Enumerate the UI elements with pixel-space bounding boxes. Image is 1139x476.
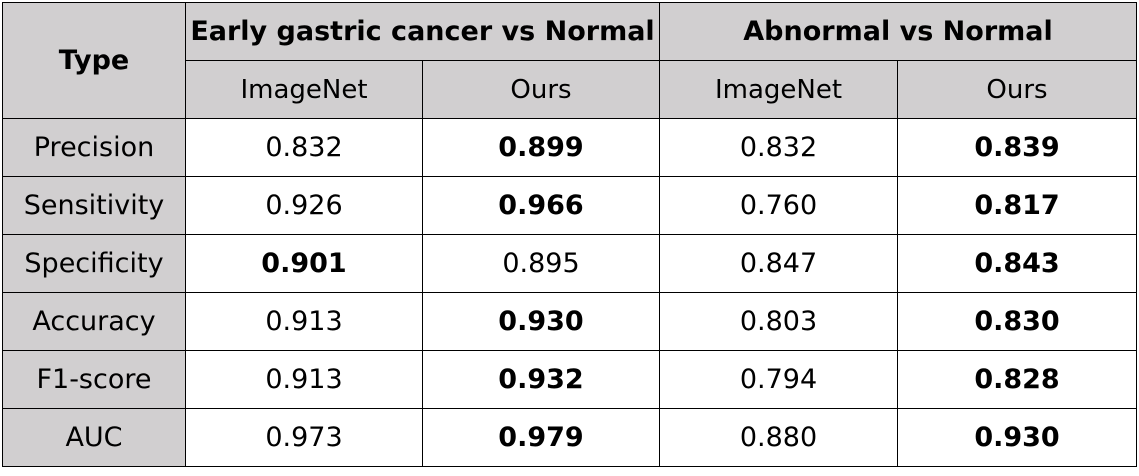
- value-cell: 0.899: [421, 118, 661, 177]
- row-label: AUC: [2, 408, 186, 467]
- row-label: Specificity: [2, 234, 186, 293]
- row-label: Precision: [2, 118, 186, 177]
- value-cell: 0.895: [421, 234, 661, 293]
- value-cell: 0.832: [659, 118, 899, 177]
- results-table: Type Early gastric cancer vs Normal Abno…: [2, 2, 1138, 467]
- header-row-models: ImageNet Ours ImageNet Ours: [3, 60, 1138, 119]
- table-row: Sensitivity 0.926 0.966 0.760 0.817: [2, 176, 1138, 235]
- group-header-early-gastric-cancer: Early gastric cancer vs Normal: [184, 2, 661, 61]
- group-header-abnormal: Abnormal vs Normal: [659, 2, 1138, 61]
- type-header: Type: [2, 2, 186, 119]
- subheader-ours: Ours: [421, 60, 661, 119]
- value-cell: 0.828: [897, 350, 1138, 409]
- row-label: Accuracy: [2, 292, 186, 351]
- value-cell: 0.880: [659, 408, 899, 467]
- value-cell: 0.901: [185, 234, 423, 293]
- value-cell: 0.913: [185, 350, 423, 409]
- subheader-imagenet: ImageNet: [659, 60, 899, 119]
- value-cell: 0.930: [421, 292, 661, 351]
- value-cell: 0.930: [897, 408, 1138, 467]
- value-cell: 0.847: [659, 234, 899, 293]
- subheader-ours: Ours: [897, 60, 1138, 119]
- table-row: Accuracy 0.913 0.930 0.803 0.830: [2, 292, 1138, 351]
- table-row: AUC 0.973 0.979 0.880 0.930: [2, 408, 1138, 467]
- row-label: F1-score: [2, 350, 186, 409]
- value-cell: 0.832: [185, 118, 423, 177]
- value-cell: 0.932: [421, 350, 661, 409]
- row-label: Sensitivity: [2, 176, 186, 235]
- value-cell: 0.843: [897, 234, 1138, 293]
- value-cell: 0.803: [659, 292, 899, 351]
- table-row: F1-score 0.913 0.932 0.794 0.828: [2, 350, 1138, 409]
- value-cell: 0.830: [897, 292, 1138, 351]
- value-cell: 0.760: [659, 176, 899, 235]
- subheader-imagenet: ImageNet: [185, 60, 423, 119]
- value-cell: 0.839: [897, 118, 1138, 177]
- value-cell: 0.979: [421, 408, 661, 467]
- header-row-groups: Type Early gastric cancer vs Normal Abno…: [2, 2, 1138, 119]
- value-cell: 0.926: [185, 176, 423, 235]
- value-cell: 0.817: [897, 176, 1138, 235]
- value-cell: 0.973: [185, 408, 423, 467]
- value-cell: 0.966: [421, 176, 661, 235]
- value-cell: 0.913: [185, 292, 423, 351]
- table-row: Specificity 0.901 0.895 0.847 0.843: [2, 234, 1138, 293]
- table-row: Precision 0.832 0.899 0.832 0.839: [2, 118, 1138, 177]
- value-cell: 0.794: [659, 350, 899, 409]
